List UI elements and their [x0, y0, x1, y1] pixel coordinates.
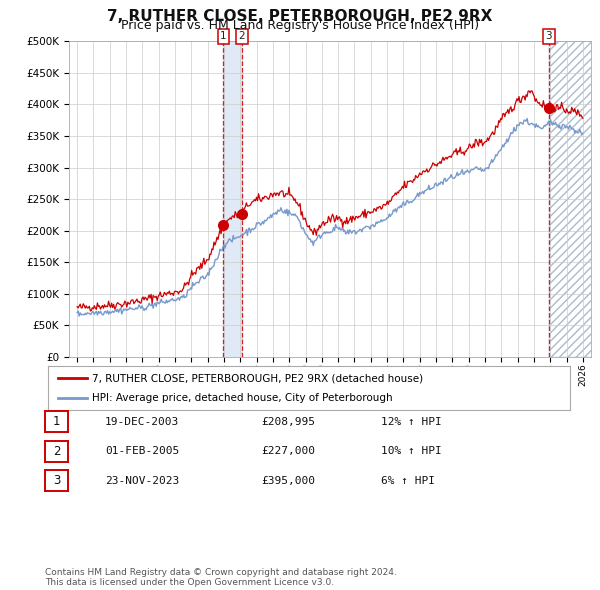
Text: 23-NOV-2023: 23-NOV-2023 [105, 476, 179, 486]
Text: 01-FEB-2005: 01-FEB-2005 [105, 447, 179, 456]
Text: 6% ↑ HPI: 6% ↑ HPI [381, 476, 435, 486]
Text: £208,995: £208,995 [261, 417, 315, 427]
Text: 2: 2 [53, 445, 60, 458]
Text: 7, RUTHER CLOSE, PETERBOROUGH, PE2 9RX (detached house): 7, RUTHER CLOSE, PETERBOROUGH, PE2 9RX (… [92, 373, 424, 383]
Text: 7, RUTHER CLOSE, PETERBOROUGH, PE2 9RX: 7, RUTHER CLOSE, PETERBOROUGH, PE2 9RX [107, 9, 493, 24]
Text: Price paid vs. HM Land Registry's House Price Index (HPI): Price paid vs. HM Land Registry's House … [121, 19, 479, 32]
Text: 3: 3 [53, 474, 60, 487]
Text: £227,000: £227,000 [261, 447, 315, 456]
Text: HPI: Average price, detached house, City of Peterborough: HPI: Average price, detached house, City… [92, 393, 393, 402]
Text: 10% ↑ HPI: 10% ↑ HPI [381, 447, 442, 456]
Text: £395,000: £395,000 [261, 476, 315, 486]
Bar [223, 41, 242, 357]
Bar [548, 41, 600, 357]
Text: 2: 2 [238, 31, 245, 41]
Text: 1: 1 [53, 415, 60, 428]
Text: 3: 3 [545, 31, 552, 41]
Text: 12% ↑ HPI: 12% ↑ HPI [381, 417, 442, 427]
Text: Contains HM Land Registry data © Crown copyright and database right 2024.
This d: Contains HM Land Registry data © Crown c… [45, 568, 397, 587]
Text: 19-DEC-2003: 19-DEC-2003 [105, 417, 179, 427]
Text: 1: 1 [220, 31, 227, 41]
